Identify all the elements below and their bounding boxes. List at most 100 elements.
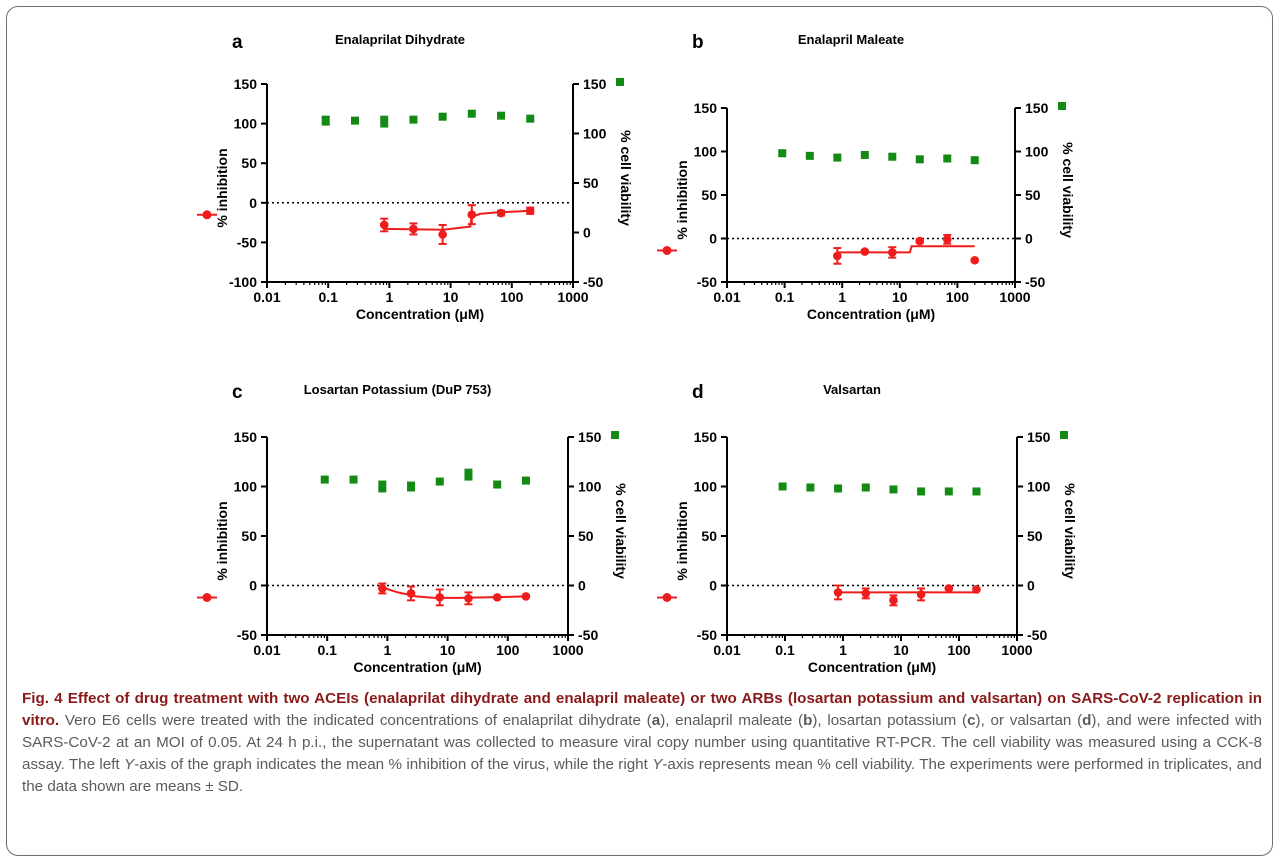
left-tick-label: 100 xyxy=(234,479,258,495)
figure-frame xyxy=(6,6,1273,856)
viability-point xyxy=(497,111,506,120)
inhibition-point xyxy=(406,589,416,598)
x-tick-label: 1 xyxy=(386,289,394,305)
right-tick-label: 50 xyxy=(1027,528,1043,544)
chart-svg-d: d Valsartan -50 0 50 100 150 -50 0 50 100 150 0.01 0.… xyxy=(657,382,1078,675)
left-tick-label: 50 xyxy=(241,155,257,171)
inhibition-point xyxy=(409,224,418,234)
viability-point xyxy=(467,109,476,118)
caption-axis-y: Y xyxy=(124,756,135,773)
panel-letter: d xyxy=(692,382,704,403)
inhibition-point xyxy=(861,589,871,598)
inhibition-point xyxy=(888,248,897,257)
right-tick-label: 50 xyxy=(578,528,594,544)
left-y-axis-label: % inhibition xyxy=(214,148,230,227)
caption-ref-a: a xyxy=(651,712,661,729)
right-tick-label: 100 xyxy=(583,126,607,142)
viability-point xyxy=(778,482,787,491)
right-y-axis-label: % cell viability xyxy=(613,483,629,579)
x-tick-label: 100 xyxy=(947,642,971,658)
viability-point xyxy=(526,114,535,123)
left-tick-label: 150 xyxy=(234,429,258,445)
viability-point xyxy=(944,487,953,496)
chart-title: Valsartan xyxy=(823,382,881,397)
left-tick-label: 150 xyxy=(694,100,718,116)
viability-point xyxy=(915,155,924,164)
left-tick-label: -100 xyxy=(229,274,257,290)
x-tick-label: 100 xyxy=(500,289,524,305)
inhibition-point xyxy=(464,594,473,603)
x-tick-label: 1 xyxy=(384,642,392,658)
viability-point xyxy=(380,117,389,126)
viability-point xyxy=(861,483,870,492)
viability-point xyxy=(805,151,814,160)
caption-text: ), enalapril maleate ( xyxy=(660,712,804,729)
x-tick-label: 0.01 xyxy=(713,642,740,658)
caption-text: ), or valsartan ( xyxy=(975,712,1083,729)
left-tick-label: 50 xyxy=(701,528,717,544)
left-tick-label: 0 xyxy=(249,578,257,594)
inhibition-point xyxy=(972,585,981,594)
x-axis-label: Concentration (μM) xyxy=(808,659,936,675)
viability-point xyxy=(493,480,502,489)
left-tick-label: 0 xyxy=(709,231,717,247)
caption-axis-y: Y xyxy=(652,756,663,773)
left-tick-label: -50 xyxy=(697,274,717,290)
left-tick-label: 0 xyxy=(249,195,257,211)
viability-point xyxy=(321,116,330,125)
legend-inhibition-marker xyxy=(202,593,212,602)
viability-point xyxy=(320,475,329,484)
caption-ref-b: b xyxy=(803,712,813,729)
chart-svg-b: b Enalapril Maleate -50 0 50 100 150 -50 0 50 100 1… xyxy=(657,32,1076,322)
viability-point xyxy=(349,475,358,484)
x-tick-label: 0.01 xyxy=(713,289,740,305)
viability-point xyxy=(943,154,952,163)
chart-panel-a: a Enalaprilat Dihydrate -100 -50 0 50 100 150 -5… xyxy=(197,22,660,322)
viability-point xyxy=(970,156,979,165)
right-tick-label: 100 xyxy=(1027,479,1051,495)
inhibition-point xyxy=(860,247,870,256)
viability-point xyxy=(834,484,843,493)
viability-point xyxy=(464,470,473,479)
caption-ref-d: d xyxy=(1082,712,1092,729)
right-tick-label: 50 xyxy=(1025,187,1041,203)
chart-title: Losartan Potassium (DuP 753) xyxy=(304,382,492,397)
left-y-axis-label: % inhibition xyxy=(674,160,690,239)
panel-letter: a xyxy=(232,32,243,53)
caption-text: ), and were infected with SARS-CoV-2 at … xyxy=(22,712,1262,773)
inhibition-point xyxy=(525,206,535,216)
x-tick-label: 0.1 xyxy=(775,289,795,305)
right-tick-label: 0 xyxy=(583,225,591,241)
panel-letter: b xyxy=(692,32,704,53)
viability-point xyxy=(972,487,981,496)
inhibition-fit-curve xyxy=(382,586,526,599)
right-tick-label: 150 xyxy=(583,76,607,92)
chart-panel-d: d Valsartan -50 0 50 100 150 -50 0 50 100 150 0.01 0.… xyxy=(657,372,1120,675)
x-tick-label: 0.1 xyxy=(775,642,795,658)
caption-text: -axis of the graph indicates the mean % … xyxy=(134,756,653,773)
inhibition-point xyxy=(379,220,389,230)
left-tick-label: 50 xyxy=(701,187,717,203)
inhibition-point xyxy=(492,593,502,602)
legend-inhibition-marker xyxy=(202,210,212,220)
viability-point xyxy=(435,477,444,486)
viability-point xyxy=(778,149,787,158)
x-axis-label: Concentration (μM) xyxy=(356,306,484,322)
left-tick-label: 100 xyxy=(694,479,718,495)
viability-point xyxy=(378,482,387,491)
left-tick-label: -50 xyxy=(697,627,717,643)
x-tick-label: 10 xyxy=(443,289,459,305)
x-tick-label: 1000 xyxy=(1001,642,1032,658)
viability-point xyxy=(521,476,530,485)
chart-title: Enalaprilat Dihydrate xyxy=(335,32,465,47)
x-tick-label: 10 xyxy=(440,642,456,658)
x-tick-label: 0.1 xyxy=(318,289,338,305)
left-tick-label: -50 xyxy=(237,627,257,643)
caption-text: -axis represents mean % cell viability. … xyxy=(22,756,1262,795)
inhibition-point xyxy=(435,593,445,602)
x-tick-label: 1000 xyxy=(999,289,1030,305)
viability-point xyxy=(860,150,869,159)
inhibition-point xyxy=(944,584,954,593)
inhibition-point xyxy=(916,590,926,599)
right-y-axis-label: % cell viability xyxy=(618,130,634,226)
